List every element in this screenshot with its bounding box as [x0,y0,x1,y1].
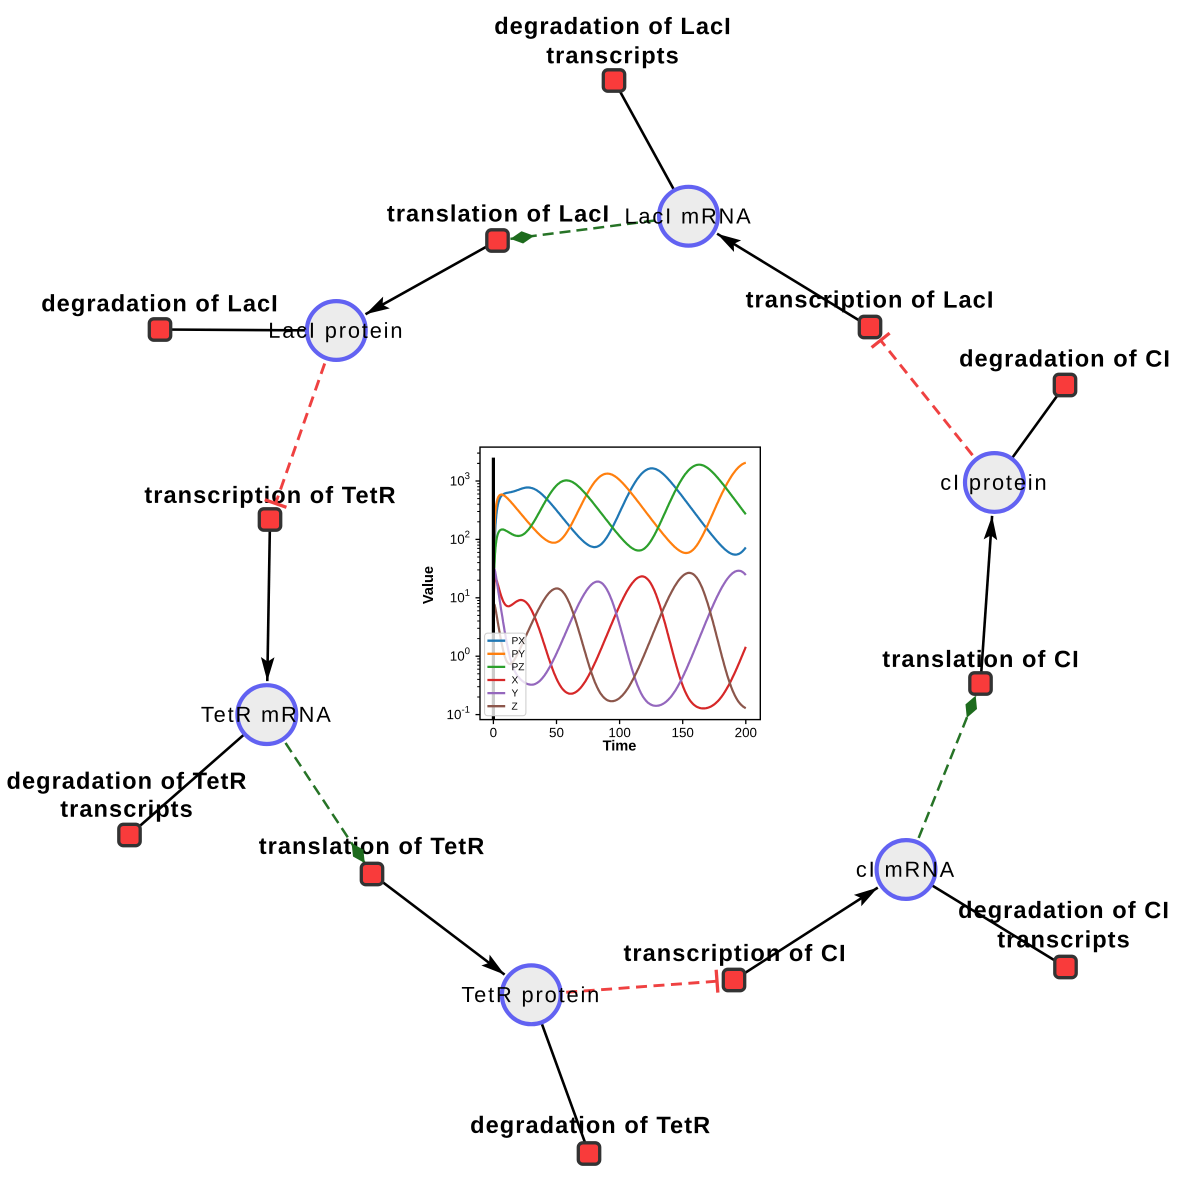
svg-text:cI protein: cI protein [940,470,1048,495]
svg-text:0: 0 [490,725,497,740]
svg-text:transcripts: transcripts [997,927,1131,953]
svg-text:150: 150 [672,725,694,740]
svg-text:degradation of CI: degradation of CI [958,898,1170,924]
svg-text:translation of CI: translation of CI [882,647,1079,673]
svg-text:Z: Z [511,702,517,713]
svg-text:degradation of TetR: degradation of TetR [6,769,247,795]
svg-text:X: X [511,675,518,686]
svg-text:TetR mRNA: TetR mRNA [201,702,333,727]
svg-text:translation of LacI: translation of LacI [387,201,610,227]
svg-text:Time: Time [603,738,637,754]
svg-text:transcripts: transcripts [60,797,194,823]
svg-text:transcription of CI: transcription of CI [623,941,846,967]
svg-text:degradation of LacI: degradation of LacI [494,14,732,40]
svg-text:transcription of LacI: transcription of LacI [746,287,995,313]
svg-text:50: 50 [549,725,564,740]
svg-text:translation of TetR: translation of TetR [259,834,486,860]
svg-text:transcripts: transcripts [546,43,680,69]
svg-text:TetR protein: TetR protein [461,982,601,1007]
svg-text:transcription of TetR: transcription of TetR [144,483,396,509]
svg-text:PZ: PZ [511,662,524,673]
svg-text:PY: PY [511,649,525,660]
svg-text:cI mRNA: cI mRNA [856,857,956,882]
svg-text:LacI mRNA: LacI mRNA [624,203,752,228]
svg-text:LacI protein: LacI protein [268,318,404,343]
svg-text:degradation of TetR: degradation of TetR [470,1113,711,1139]
svg-text:Value: Value [421,566,437,604]
svg-text:degradation of CI: degradation of CI [959,346,1171,372]
svg-text:100: 100 [608,725,630,740]
svg-text:degradation of LacI: degradation of LacI [41,291,279,317]
svg-text:200: 200 [735,725,757,740]
svg-text:Y: Y [511,689,518,700]
svg-text:PX: PX [511,636,525,647]
